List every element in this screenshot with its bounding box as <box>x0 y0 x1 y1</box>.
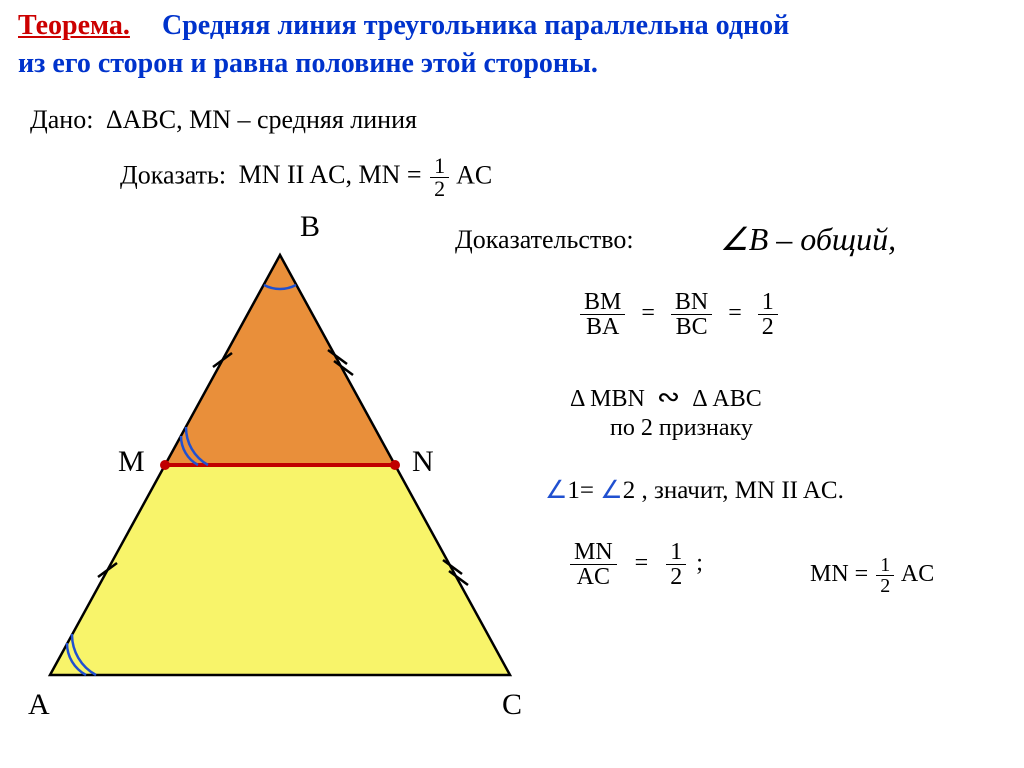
prove-part1: MN II AC, MN = <box>239 160 422 189</box>
frac-bm-ba: BM BA <box>580 290 625 339</box>
angle-b-common: ∠B – общий, <box>720 220 896 258</box>
lower-poly <box>50 465 510 675</box>
ratio-2: MN AC = 1 2 ; <box>570 540 703 589</box>
angles-equal: ∠1= ∠2 , значит, MN II AC. <box>545 475 844 505</box>
frac-half-1: 1 2 <box>758 290 778 339</box>
given-prefix: Дано: <box>30 105 93 134</box>
upper-poly <box>165 255 395 465</box>
label-m: M <box>118 445 145 479</box>
prove-prefix: Доказать: <box>120 160 226 189</box>
given-content: ΔABC, MN – средняя линия <box>106 105 417 134</box>
frac-half-2: 1 2 <box>666 540 686 589</box>
frac-final: 1 2 <box>876 555 894 596</box>
triangle-diagram <box>10 235 570 755</box>
given-line: Дано: ΔABC, MN – средняя линия <box>30 105 417 135</box>
similar-reason: по 2 признаку <box>610 415 753 442</box>
similar-tri: Δ MBN ∾ Δ ABC <box>570 380 762 414</box>
point-m <box>160 460 170 470</box>
theorem-line1: Средняя линия треугольника параллельна о… <box>162 10 789 42</box>
final-eq: MN = 1 2 AC <box>810 555 934 596</box>
frac-bn-bc: BN BC <box>671 290 712 339</box>
label-c: C <box>502 688 522 722</box>
prove-line: Доказать: MN II AC, MN = 1 2 AC <box>120 155 492 200</box>
label-n: N <box>412 445 434 479</box>
ratio-1: BM BA = BN BC = 1 2 <box>580 290 778 339</box>
proof-header: Доказательство: <box>455 225 634 255</box>
theorem-line2: из его сторон и равна половине этой стор… <box>18 48 598 80</box>
label-b: B <box>300 210 320 244</box>
prove-part2: AC <box>456 160 492 189</box>
frac-mn-ac: MN AC <box>570 540 617 589</box>
label-a: A <box>28 688 50 722</box>
point-n <box>390 460 400 470</box>
prove-frac: 1 2 <box>430 155 449 200</box>
theorem-label: Теорема. <box>18 10 130 42</box>
